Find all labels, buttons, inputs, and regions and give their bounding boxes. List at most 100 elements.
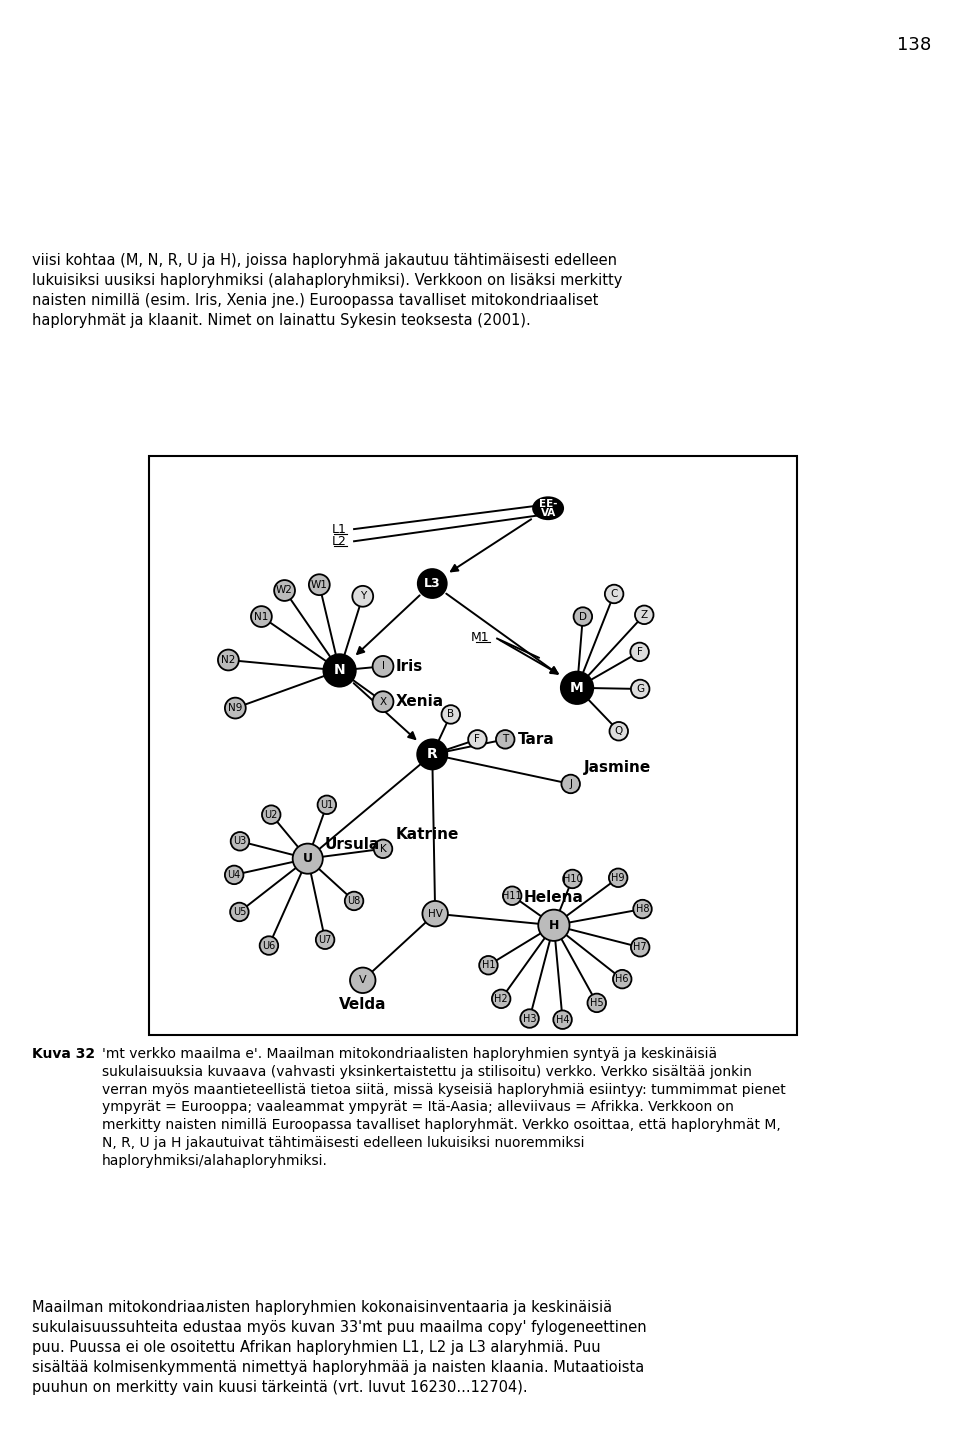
Text: I: I [381,662,385,672]
Text: Tara: Tara [518,731,555,747]
Circle shape [251,607,272,627]
Text: F: F [474,734,480,744]
Text: 138: 138 [897,36,931,54]
Circle shape [609,869,628,888]
Circle shape [345,892,363,911]
Text: Iris: Iris [396,659,423,673]
Circle shape [492,989,511,1008]
Text: U6: U6 [262,941,276,950]
Text: U7: U7 [319,935,332,944]
Circle shape [318,795,336,814]
Text: D: D [579,611,587,621]
Circle shape [634,899,652,918]
Circle shape [324,654,356,686]
Text: H11: H11 [502,891,522,901]
Text: H9: H9 [612,873,625,883]
Text: R: R [427,747,438,762]
Circle shape [631,938,650,957]
Text: HV: HV [428,909,443,918]
Circle shape [468,730,487,749]
Text: Maailman mitokondriaалisten haploryhmien kokonaisinventaaria ja keskinäisiä
suku: Maailman mitokondriaалisten haploryhmien… [32,1300,646,1394]
Text: N9: N9 [228,704,243,712]
Circle shape [539,909,569,941]
Text: L2: L2 [331,534,347,547]
Circle shape [631,643,649,662]
Text: M1: M1 [470,631,489,644]
Circle shape [293,844,323,873]
Text: H4: H4 [556,1015,569,1025]
Text: U5: U5 [232,906,246,917]
Circle shape [418,740,447,769]
Circle shape [553,1011,572,1030]
Text: T: T [502,734,509,744]
Circle shape [372,656,394,676]
Text: H6: H6 [615,975,629,985]
Text: U1: U1 [321,799,333,809]
Text: U4: U4 [228,870,241,880]
Circle shape [316,931,334,948]
Circle shape [262,805,280,824]
Text: Y: Y [360,591,366,601]
Text: C: C [611,589,618,599]
Text: Katrine: Katrine [396,827,459,841]
Circle shape [230,833,250,850]
Circle shape [613,970,632,989]
Text: W1: W1 [311,579,327,589]
Text: 'mt verkko maailma e'. Maailman mitokondriaalisten haploryhmien syntyä ja keskin: 'mt verkko maailma e'. Maailman mitokond… [102,1047,785,1169]
Text: N2: N2 [221,654,235,665]
Circle shape [561,672,593,704]
Circle shape [573,607,592,626]
Circle shape [520,1009,539,1028]
Text: B: B [447,710,454,720]
Text: U3: U3 [233,837,247,846]
Text: Velda: Velda [339,998,387,1012]
Text: H2: H2 [494,993,508,1003]
Text: Xenia: Xenia [396,694,444,710]
Text: H1: H1 [482,960,495,970]
Circle shape [631,679,650,698]
Text: J: J [569,779,572,789]
Circle shape [230,902,249,921]
Circle shape [225,698,246,718]
Text: U2: U2 [265,809,278,820]
Text: F: F [636,647,642,657]
Text: Q: Q [614,727,623,736]
Text: Jasmine: Jasmine [584,760,651,775]
Circle shape [275,581,295,601]
Text: Ursula: Ursula [325,837,380,851]
Text: H7: H7 [634,943,647,953]
Circle shape [373,840,393,859]
Text: H8: H8 [636,904,649,914]
Circle shape [422,901,448,927]
Circle shape [496,730,515,749]
Text: K: K [379,844,386,854]
Text: H5: H5 [590,998,604,1008]
Text: H: H [549,919,559,931]
Ellipse shape [533,497,564,520]
Circle shape [610,723,628,740]
Circle shape [372,691,394,712]
Circle shape [588,993,606,1012]
Circle shape [479,956,497,975]
Circle shape [350,967,375,993]
Text: U: U [302,853,313,864]
Text: Helena: Helena [524,891,584,905]
Circle shape [503,886,521,905]
Circle shape [259,937,278,954]
Circle shape [605,585,623,604]
Circle shape [442,705,460,724]
Text: L1: L1 [331,523,347,536]
Circle shape [564,870,582,888]
Text: V: V [359,976,367,985]
Circle shape [218,650,239,670]
Text: W2: W2 [276,585,293,595]
Circle shape [352,586,373,607]
Circle shape [418,569,446,598]
Circle shape [225,866,244,885]
Text: H10: H10 [563,875,582,883]
Text: L3: L3 [424,578,441,589]
Text: U8: U8 [348,896,361,906]
Text: G: G [636,683,644,694]
Text: N: N [334,663,346,678]
Text: H3: H3 [523,1014,537,1024]
